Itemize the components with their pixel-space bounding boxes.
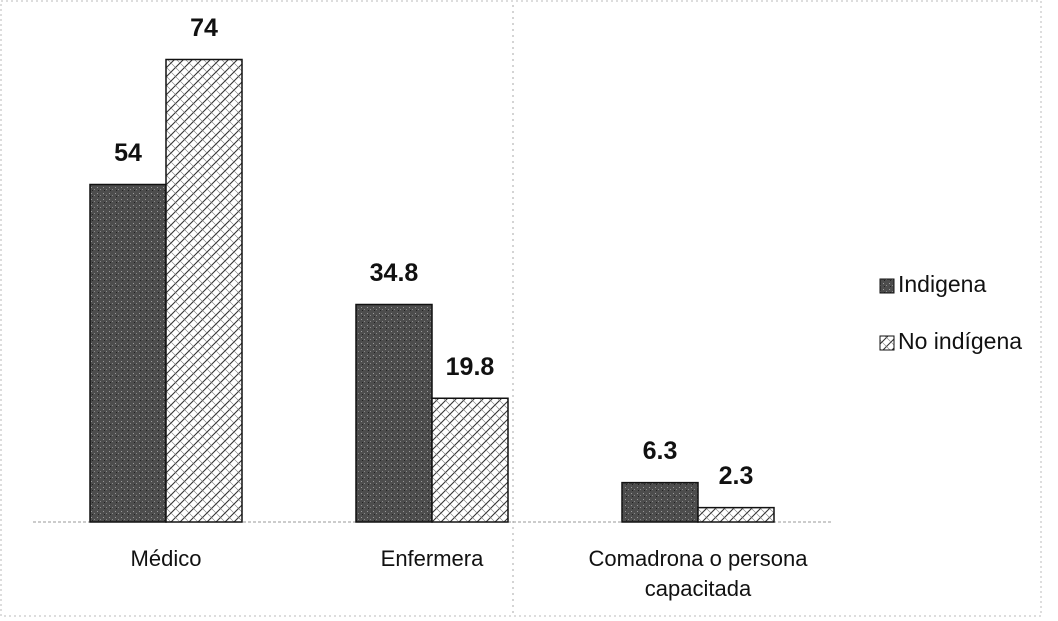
data-label: 6.3 [643,437,678,465]
legend-label: Indigena [898,271,986,297]
frame [0,0,1042,617]
data-label: 19.8 [446,353,495,381]
data-label: 54 [114,139,142,167]
x-tick-label: Médico [130,546,202,571]
bar [621,481,699,523]
legend-swatch [879,335,895,351]
data-label: 2.3 [719,462,754,490]
bar [165,58,243,523]
data-label: 34.8 [370,259,419,287]
data-label: 74 [190,14,218,42]
legend-swatch [879,278,895,294]
bar [697,506,775,523]
x-tick-label: Comadrona o persona capacitada [588,546,808,601]
legend-label: No indígena [898,328,1022,354]
bar [89,183,167,523]
bar [355,303,433,523]
x-tick-label: Enfermera [380,546,484,571]
bar [431,397,509,523]
